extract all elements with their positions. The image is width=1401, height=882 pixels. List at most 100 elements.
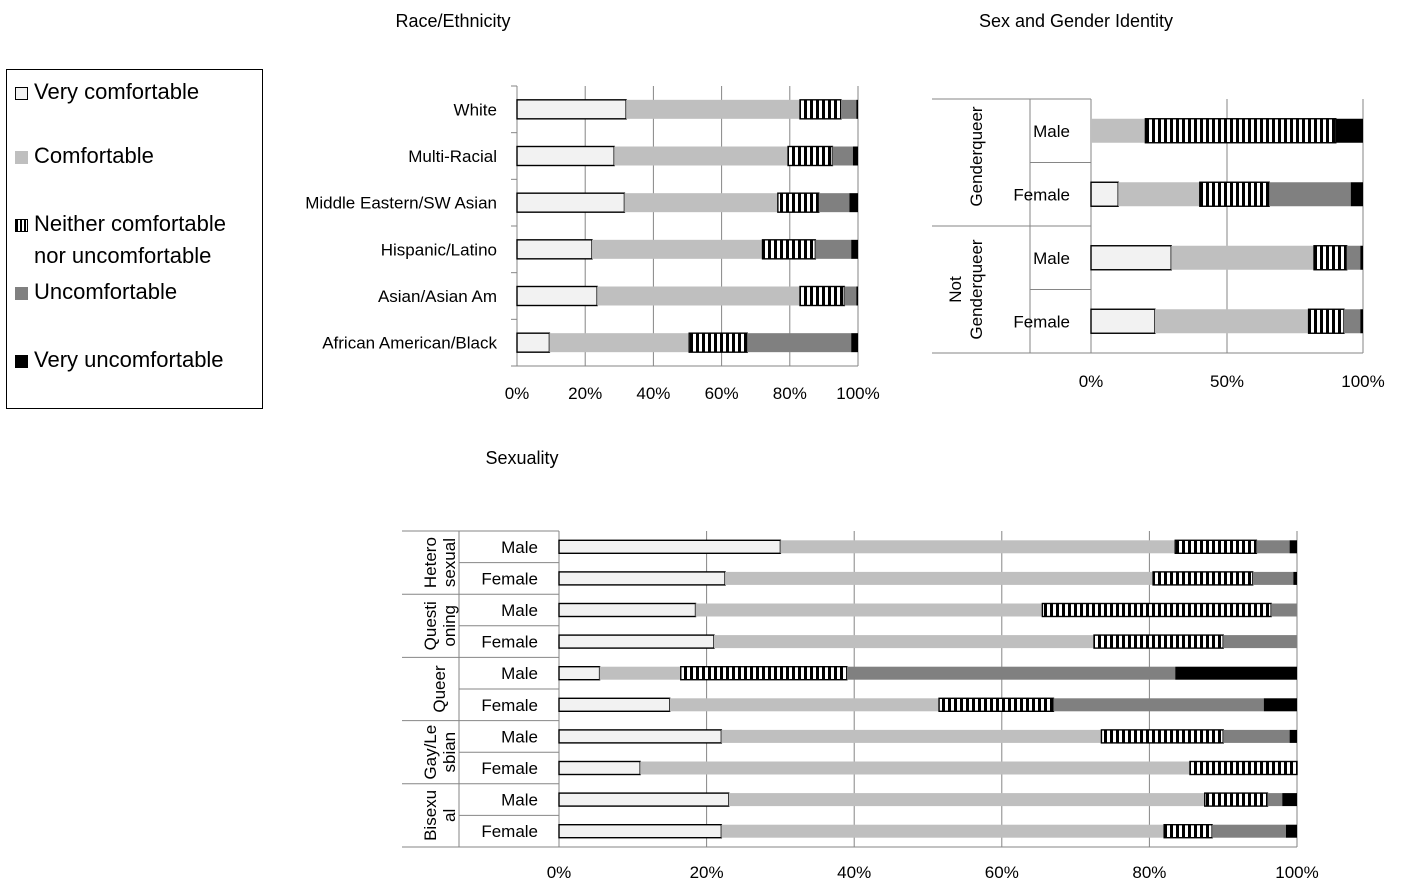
sexuality-bar-0-uncomfortable-segment [1256, 540, 1290, 554]
sexuality-bar-7-neither-segment [1189, 760, 1298, 776]
neither-swatch-icon [15, 219, 28, 232]
race-bar-1-comfortable-segment [614, 146, 789, 166]
sexuality-bar-1-very-uncomfortable-segment [1293, 571, 1297, 585]
race-bar-4-very-uncomfortable-segment [856, 286, 859, 306]
gender-category-label: Male [1033, 249, 1070, 268]
sexuality-bar-6-very-uncomfortable-segment [1289, 729, 1297, 743]
sexuality-group-label: Bisexual [421, 790, 459, 841]
gender-bar-2-uncomfortable-segment [1346, 245, 1361, 270]
sexuality-bar-0-neither-segment [1174, 539, 1258, 554]
gender-bar-3-neither-segment [1307, 308, 1345, 334]
sexuality-bar-8-comfortable-segment [728, 793, 1205, 807]
sexuality-category-label: Female [481, 633, 538, 652]
race-category-label: Asian/Asian Am [378, 287, 497, 306]
legend-label: Neither comfortable nor uncomfortable [34, 211, 226, 268]
race-chart: 0% 20% 40% 60% 80% 100% White Multi-Racial Middl… [305, 85, 880, 403]
sexuality-bar-1-very-comfortable-segment [558, 571, 726, 586]
very-comfortable-swatch-icon [15, 87, 28, 100]
sexuality-bar-3-neither-segment [1093, 634, 1224, 649]
sexuality-bar-4-very-comfortable-segment [558, 666, 601, 681]
race-bar-0-neither-segment [799, 99, 842, 120]
sexuality-bar-6-very-comfortable-segment [558, 729, 723, 744]
race-bar-1-uncomfortable-segment [832, 146, 853, 166]
sexuality-category-label: Female [481, 569, 538, 588]
sexuality-category-label: Male [501, 601, 538, 620]
race-category-label: African American/Black [322, 334, 497, 353]
sexuality-bar-9-very-uncomfortable-segment [1285, 824, 1297, 838]
legend-item-comfortable: Comfortable [15, 140, 154, 172]
sexuality-group-label: Queer [430, 665, 449, 713]
race-bar-1-very-comfortable-segment [516, 145, 615, 167]
sexuality-group-label: Heterosexual [421, 537, 459, 588]
sexuality-bar-0-very-comfortable-segment [558, 539, 782, 554]
race-bar-5-comfortable-segment [549, 333, 690, 353]
race-bar-4-neither-segment [799, 285, 846, 307]
sexuality-bar-5-neither-segment [938, 697, 1055, 712]
sexuality-category-label: Male [501, 538, 538, 557]
sexuality-bar-1-comfortable-segment [725, 571, 1154, 585]
gender-bar-2-neither-segment [1313, 245, 1348, 271]
uncomfortable-swatch-icon [15, 287, 28, 300]
sexuality-bar-0-very-uncomfortable-segment [1289, 540, 1297, 554]
sexuality-category-label: Male [501, 727, 538, 746]
sexuality-bar-8-very-uncomfortable-segment [1282, 793, 1297, 807]
race-x-tick-label: 60% [705, 384, 739, 403]
sexuality-category-label: Male [501, 791, 538, 810]
sexuality-bar-3-uncomfortable-segment [1223, 635, 1297, 649]
race-bar-5-very-comfortable-segment [516, 332, 551, 353]
sexuality-x-tick-label: 60% [985, 863, 1019, 882]
gender-bar-1-neither-segment [1199, 181, 1270, 207]
gender-bar-1-very-comfortable-segment [1090, 181, 1119, 207]
race-x-tick-label: 100% [836, 384, 879, 403]
gender-category-label: Female [1013, 185, 1070, 204]
race-category-label: Multi-Racial [408, 147, 497, 166]
sexuality-bar-8-neither-segment [1204, 792, 1269, 807]
sexuality-bar-3-comfortable-segment [713, 635, 1095, 649]
sexuality-category-label: Female [481, 696, 538, 715]
sexuality-bar-6-comfortable-segment [721, 729, 1102, 743]
sexuality-bar-2-comfortable-segment [695, 603, 1043, 617]
sexuality-bar-0-comfortable-segment [780, 540, 1176, 554]
gender-bar-2-very-uncomfortable-segment [1360, 245, 1363, 270]
gender-bar-1-very-uncomfortable-segment [1350, 182, 1363, 207]
race-bar-0-very-uncomfortable-segment [856, 99, 859, 119]
sexuality-bar-4-uncomfortable-segment [846, 666, 1176, 680]
sexuality-bar-4-comfortable-segment [599, 666, 681, 680]
sexuality-bar-6-neither-segment [1100, 729, 1224, 744]
gender-bar-1-comfortable-segment [1118, 182, 1200, 207]
sexuality-chart: 0% 20% 40% 60% 80% 100% Male Female Male Female Ma… [402, 530, 1319, 882]
race-x-tick-label: 0% [505, 384, 530, 403]
sexuality-bar-4-neither-segment [680, 666, 848, 681]
legend-item-very-uncomfortable: Very uncomfortable [15, 344, 224, 376]
race-x-tick-label: 80% [773, 384, 807, 403]
sexuality-x-tick-label: 0% [547, 863, 572, 882]
race-bar-1-very-uncomfortable-segment [852, 146, 858, 166]
sexuality-bar-9-comfortable-segment [721, 824, 1165, 838]
race-bar-2-uncomfortable-segment [818, 193, 850, 213]
gender-bar-3-comfortable-segment [1154, 309, 1309, 334]
sexuality-bar-2-very-comfortable-segment [558, 602, 697, 618]
sexuality-group-label: Questioning [421, 601, 459, 650]
sexuality-bar-5-very-uncomfortable-segment [1263, 698, 1297, 712]
gender-chart: 0% 50% 100% Male Female Male Female Genderqueer… [932, 98, 1385, 391]
sexuality-bar-2-neither-segment [1041, 602, 1272, 618]
gender-category-label: Male [1033, 122, 1070, 141]
race-bar-5-uncomfortable-segment [747, 333, 852, 353]
sexuality-bar-7-comfortable-segment [640, 761, 1190, 775]
very-uncomfortable-swatch-icon [15, 355, 28, 368]
race-category-label: Middle Eastern/SW Asian [305, 194, 497, 213]
sexuality-bar-9-very-comfortable-segment [558, 824, 723, 839]
race-bar-4-comfortable-segment [597, 286, 801, 306]
sexuality-bar-8-very-comfortable-segment [558, 792, 730, 807]
race-chart-title: Race/Ethnicity [395, 11, 510, 31]
gender-group-label: Not Genderqueer [946, 239, 986, 340]
gender-bar-0-neither-segment [1144, 118, 1337, 144]
gender-x-tick-label: 100% [1341, 372, 1384, 391]
sexuality-category-label: Female [481, 759, 538, 778]
sexuality-bar-9-neither-segment [1163, 824, 1213, 839]
sexuality-group-label: Gay/Lesbian [421, 725, 459, 780]
gender-category-label: Female [1013, 312, 1070, 331]
sexuality-x-tick-label: 40% [837, 863, 871, 882]
sexuality-bar-1-neither-segment [1152, 571, 1254, 586]
